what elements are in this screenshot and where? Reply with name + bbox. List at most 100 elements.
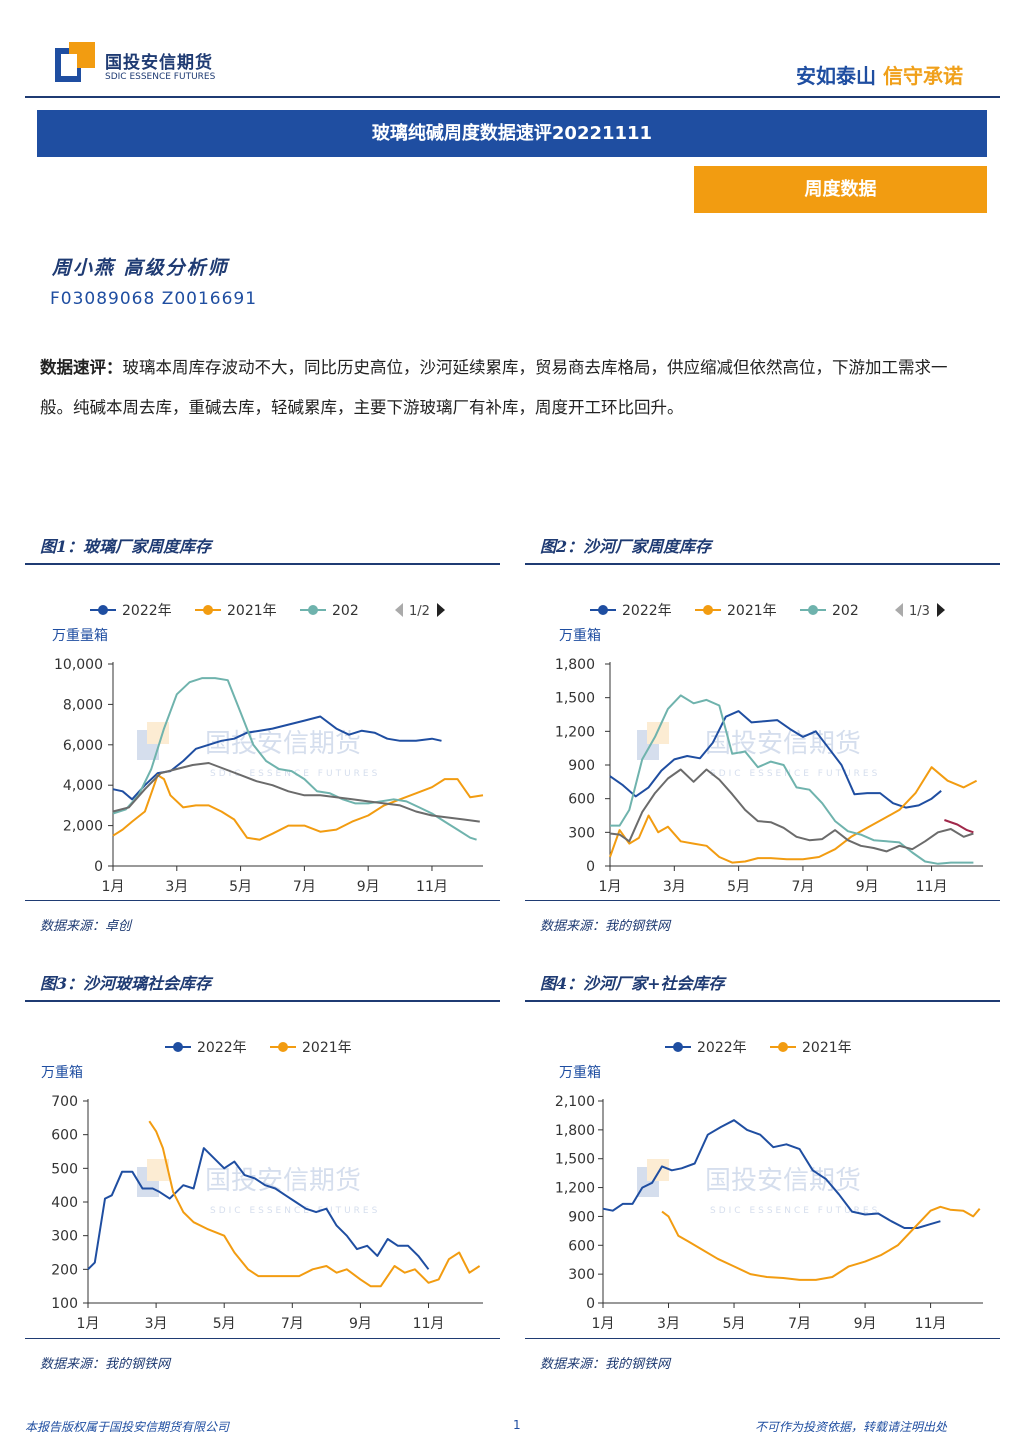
comment-text: 玻璃本周库存波动不大，同比历史高位，沙河延续累库，贸易商去库格局，供应缩减但依然… [40,358,948,417]
y-tick-label: 1,200 [555,724,595,740]
header-divider [25,96,1000,98]
series-line-2021年 [148,1120,481,1288]
logo-company-name-en: SDIC ESSENCE FUTURES [105,72,216,82]
legend-swatch-marker [203,605,213,615]
legend-item: 202 [300,603,359,619]
legend-label: 202 [832,603,859,619]
y-tick-label: 6,000 [63,738,103,754]
watermark-logo-blue [637,730,659,760]
legend-label: 202 [332,603,359,619]
watermark-text-en: SDIC ESSENCE FUTURES [710,769,880,779]
figure-1-title: 图1：玻璃厂家周度库存 [40,537,212,556]
legend-label: 2021年 [302,1040,352,1056]
figure-1-bottom-rule [25,900,500,901]
x-tick-label: 5月 [727,879,750,895]
y-axis-unit-label: 万重箱 [559,1065,601,1081]
figure-1-source: 数据来源：卓创 [40,919,132,934]
x-tick-label: 5月 [229,879,252,895]
watermark-text: 国投安信期货 [205,729,361,759]
series-line-2021年 [661,1205,981,1281]
legend-label: 2022年 [697,1040,747,1056]
x-tick-label: 1月 [599,879,622,895]
slogan-part-a: 安如泰山 [796,64,877,88]
y-tick-label: 300 [568,1267,595,1283]
x-tick-label: 3月 [165,879,188,895]
legend-prev-page-icon[interactable] [395,603,403,617]
legend-page-indicator: 1/3 [909,604,930,619]
legend-label: 2021年 [727,603,777,619]
x-tick-label: 9月 [357,879,380,895]
footer-page-number: 1 [513,1418,521,1432]
slogan-part-b: 信守承诺 [883,64,963,88]
series-line-2021年 [609,766,978,864]
y-tick-label: 0 [586,1296,595,1312]
legend-item: 2022年 [590,603,672,619]
figure-2-chart: 国投安信期货 SDIC ESSENCE FUTURES 2022年 2021年 202 1… [555,603,983,895]
legend-swatch-marker [808,605,818,615]
legend-item: 2022年 [90,603,172,619]
legend-item: 2021年 [770,1040,852,1056]
data-comment: 数据速评：玻璃本周库存波动不大，同比历史高位，沙河延续累库，贸易商去库格局，供应… [40,348,975,428]
x-tick-label: 9月 [856,879,879,895]
y-tick-label: 600 [51,1128,78,1144]
watermark-logo-blue [637,1167,659,1197]
figure-2-source: 数据来源：我的钢铁网 [540,919,671,934]
y-axis-unit-label: 万重箱 [41,1065,83,1081]
comment-label: 数据速评： [40,358,123,377]
y-tick-label: 2,100 [555,1094,595,1110]
series-line-2022年 [87,1147,430,1271]
logo-company-name: 国投安信期货 [105,53,213,73]
footer-copyright: 本报告版权属于国投安信期货有限公司 [25,1420,230,1434]
y-tick-label: 300 [51,1229,78,1245]
y-tick-label: 4,000 [63,778,103,794]
y-tick-label: 0 [94,859,103,875]
legend-prev-page-icon[interactable] [895,603,903,617]
y-tick-label: 700 [51,1094,78,1110]
report-title: 玻璃纯碱周度数据速评20221111 [37,110,987,157]
figure-1-top-rule [25,563,500,565]
y-tick-label: 600 [568,792,595,808]
x-tick-label: 3月 [663,879,686,895]
figure-1-chart: 国投安信期货 SDIC ESSENCE FUTURES 2022年 2021年 202 1… [52,603,484,895]
legend-swatch-marker [703,605,713,615]
x-tick-label: 5月 [723,1316,746,1332]
legend-next-page-icon[interactable] [937,603,945,617]
watermark-logo-orange [647,1159,669,1181]
x-tick-label: 5月 [213,1316,236,1332]
y-tick-label: 0 [586,859,595,875]
x-tick-label: 11月 [416,879,448,895]
series-line-unnamed-3 [609,768,974,853]
y-tick-label: 900 [568,758,595,774]
figure-3-source: 数据来源：我的钢铁网 [40,1357,171,1372]
x-tick-label: 3月 [145,1316,168,1332]
legend-swatch-marker [673,1042,683,1052]
watermark-logo-blue [137,730,159,760]
figure-4-top-rule [525,1000,1000,1002]
x-tick-label: 7月 [293,879,316,895]
legend-item: 2022年 [665,1040,747,1056]
legend-swatch-marker [98,605,108,615]
x-tick-label: 1月 [102,879,125,895]
y-axis-unit-label: 万重量箱 [52,628,108,644]
x-tick-label: 7月 [788,1316,811,1332]
legend-page-indicator: 1/2 [409,604,430,619]
figure-3-bottom-rule [25,1338,500,1339]
author-name: 周小燕 高级分析师 [52,257,229,279]
author-license-ids: F03089068 Z0016691 [50,289,258,309]
series-line-202 [610,694,974,865]
x-tick-label: 11月 [413,1316,445,1332]
y-tick-label: 1,200 [555,1181,595,1197]
y-tick-label: 1,800 [555,657,595,673]
slogan: 安如泰山 信守承诺 [796,60,963,89]
x-tick-label: 11月 [915,1316,947,1332]
legend-next-page-icon[interactable] [437,603,445,617]
y-tick-label: 1,500 [555,691,595,707]
y-tick-label: 8,000 [63,697,103,713]
figure-2-top-rule [525,563,1000,565]
x-tick-label: 11月 [916,879,948,895]
x-tick-label: 9月 [349,1316,372,1332]
legend-item: 2021年 [195,603,277,619]
legend-item: 2022年 [165,1040,247,1056]
